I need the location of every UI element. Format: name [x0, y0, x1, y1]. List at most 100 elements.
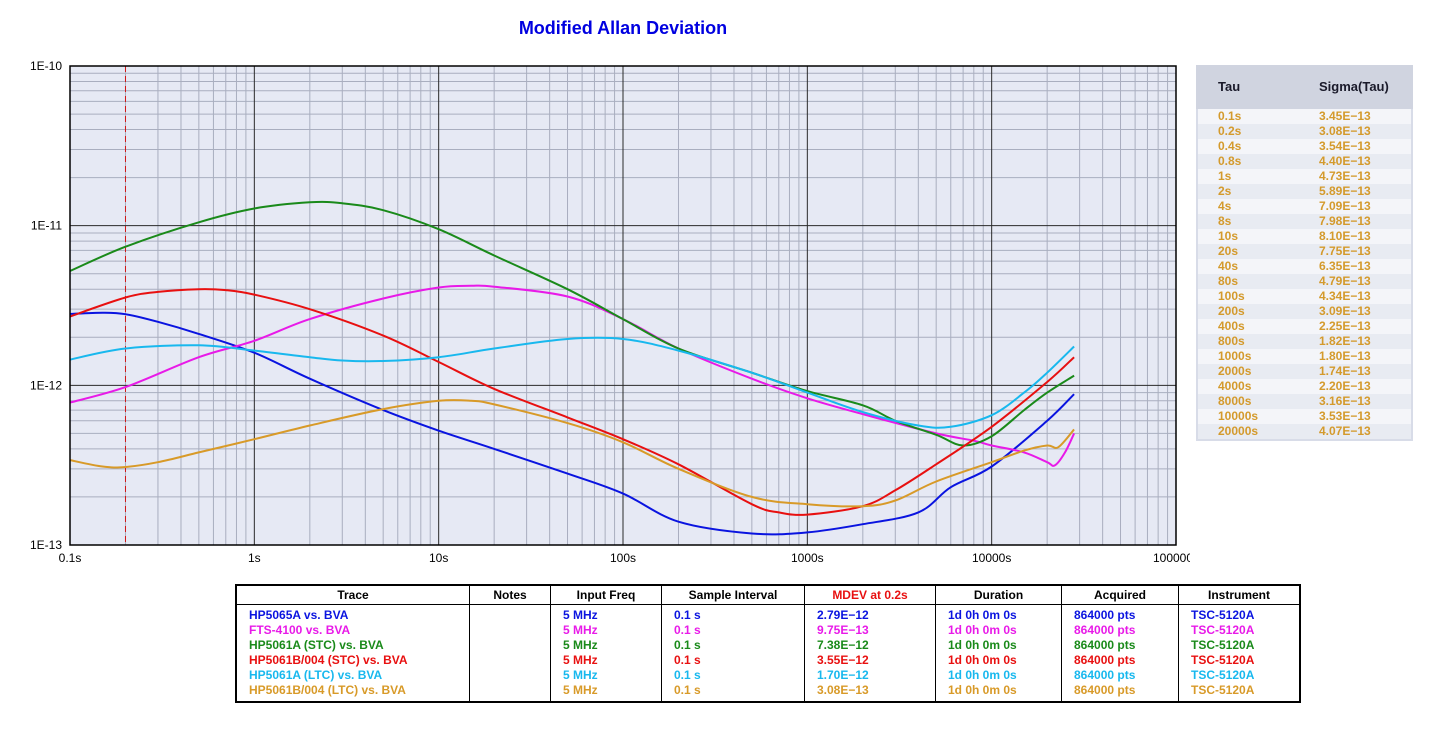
tau-row: 100s 4.34E−13	[1198, 289, 1411, 304]
chart-title: Modified Allan Deviation	[518, 18, 728, 38]
legend-row: HP5061B/004 (STC) vs. BVA 5 MHz 0.1 s 3.55E…	[235, 653, 1301, 668]
legend-cell	[469, 623, 551, 638]
sigma-value: 6.35E−13	[1319, 259, 1371, 273]
tau-row: 0.2s 3.08E−13	[1198, 124, 1411, 139]
tau-value: 0.2s	[1218, 124, 1242, 138]
tau-value: 800s	[1218, 334, 1245, 348]
sigma-value: 1.74E−13	[1319, 364, 1371, 378]
tau-value: 0.8s	[1218, 154, 1242, 168]
legend-cell: 0.1 s	[661, 638, 805, 653]
tau-value: 40s	[1218, 259, 1239, 273]
tau-column-header: Tau	[1218, 79, 1241, 94]
tau-value: 80s	[1218, 274, 1239, 288]
sigma-value: 7.75E−13	[1319, 244, 1371, 258]
tau-value: 1000s	[1218, 349, 1252, 363]
sigma-column-header: Sigma(Tau)	[1319, 79, 1389, 94]
legend-row: HP5061B/004 (LTC) vs. BVA 5 MHz 0.1 s 3.08E…	[235, 683, 1301, 702]
sigma-value: 8.10E−13	[1319, 229, 1371, 243]
sigma-value: 1.80E−13	[1319, 349, 1371, 363]
series-line	[69, 336, 1075, 429]
sigma-value: 3.08E−13	[1319, 124, 1371, 138]
tau-value: 20s	[1218, 244, 1239, 258]
legend-cell	[469, 653, 551, 668]
x-tick-label: 10s	[429, 551, 448, 565]
legend-cell: 864000 pts	[1061, 653, 1179, 668]
legend-cell: 5 MHz	[550, 638, 662, 653]
tau-row: 0.1s 3.45E−13	[1198, 109, 1411, 124]
sigma-value: 7.09E−13	[1319, 199, 1371, 213]
sigma-value: 4.40E−13	[1319, 154, 1371, 168]
tau-row: 0.8s 4.40E−13	[1198, 154, 1411, 169]
tau-value: 4s	[1218, 199, 1232, 213]
tau-row: 8000s 3.16E−13	[1198, 394, 1411, 409]
legend-cell: 1d 0h 0m 0s	[935, 623, 1062, 638]
sigma-value: 4.34E−13	[1319, 289, 1371, 303]
legend-column-header: Acquired	[1061, 584, 1179, 605]
tau-row: 4s 7.09E−13	[1198, 199, 1411, 214]
legend-cell: 5 MHz	[550, 653, 662, 668]
legend-cell: HP5061A (LTC) vs. BVA	[235, 668, 470, 683]
legend-cell: TSC-5120A	[1178, 623, 1301, 638]
tau-value: 200s	[1218, 304, 1245, 318]
tau-value: 8s	[1218, 214, 1232, 228]
tau-value: 100s	[1218, 289, 1245, 303]
tau-row: 200s 3.09E−13	[1198, 304, 1411, 319]
sigma-value: 1.82E−13	[1319, 334, 1371, 348]
tau-row: 20000s 4.07E−13	[1198, 424, 1411, 439]
tau-row: 10s 8.10E−13	[1198, 229, 1411, 244]
legend-cell: 864000 pts	[1061, 623, 1179, 638]
legend-row: HP5061A (STC) vs. BVA 5 MHz 0.1 s 7.38E−12 1…	[235, 638, 1301, 653]
sigma-value: 3.54E−13	[1319, 139, 1371, 153]
tau-value: 2s	[1218, 184, 1232, 198]
sigma-value: 2.20E−13	[1319, 379, 1371, 393]
legend-cell: 5 MHz	[550, 604, 662, 623]
tau-sigma-table: Tau Sigma(Tau) 0.1s 3.45E−13 0.2s 3.08E−13 0…	[1196, 65, 1413, 441]
sigma-value: 4.07E−13	[1319, 424, 1371, 438]
tau-table-header: Tau Sigma(Tau)	[1196, 65, 1413, 109]
sigma-value: 3.09E−13	[1319, 304, 1371, 318]
sigma-value: 2.25E−13	[1319, 319, 1371, 333]
plot-frame	[69, 65, 1177, 546]
y-tick-label: 1E-12	[30, 378, 62, 392]
legend-cell: 5 MHz	[550, 683, 662, 702]
legend-cell: 1d 0h 0m 0s	[935, 683, 1062, 702]
legend-cell: 0.1 s	[661, 668, 805, 683]
legend-cell: 0.1 s	[661, 623, 805, 638]
tau-row: 800s 1.82E−13	[1198, 334, 1411, 349]
legend-row: HP5065A vs. BVA 5 MHz 0.1 s 2.79E−12 1d 0h 0…	[235, 604, 1301, 623]
legend-cell: 1d 0h 0m 0s	[935, 653, 1062, 668]
legend-cell: 864000 pts	[1061, 668, 1179, 683]
legend-cell: TSC-5120A	[1178, 653, 1301, 668]
tau-row: 40s 6.35E−13	[1198, 259, 1411, 274]
x-tick-label: 1s	[248, 551, 261, 565]
y-tick-label: 1E-13	[30, 538, 62, 552]
sigma-value: 3.16E−13	[1319, 394, 1371, 408]
series-line	[69, 200, 1075, 447]
legend-column-header: Input Freq	[550, 584, 662, 605]
tau-row: 8s 7.98E−13	[1198, 214, 1411, 229]
legend-cell: HP5061A (STC) vs. BVA	[235, 638, 470, 653]
tau-row: 10000s 3.53E−13	[1198, 409, 1411, 424]
tau-value: 1s	[1218, 169, 1232, 183]
legend-cell: 5 MHz	[550, 668, 662, 683]
tau-value: 4000s	[1218, 379, 1252, 393]
x-tick-label: 0.1s	[59, 551, 82, 565]
y-tick-label: 1E-11	[31, 219, 62, 233]
legend-row: HP5061A (LTC) vs. BVA 5 MHz 0.1 s 1.70E−12 1…	[235, 668, 1301, 683]
legend-column-header: Notes	[469, 584, 551, 605]
tau-value: 400s	[1218, 319, 1245, 333]
legend-cell: 1.70E−12	[804, 668, 936, 683]
series-line	[69, 311, 1075, 536]
tau-value: 0.1s	[1218, 109, 1242, 123]
x-tick-label: 100000s	[1153, 551, 1190, 565]
legend-cell: 1d 0h 0m 0s	[935, 668, 1062, 683]
legend-row: FTS-4100 vs. BVA 5 MHz 0.1 s 9.75E−13 1d 0h …	[235, 623, 1301, 638]
legend-cell: 0.1 s	[661, 604, 805, 623]
series-line	[69, 288, 1075, 516]
legend-cell: HP5065A vs. BVA	[235, 604, 470, 623]
tau-row: 80s 4.79E−13	[1198, 274, 1411, 289]
series-line	[69, 399, 1075, 508]
x-tick-label: 1000s	[791, 551, 824, 565]
tau-row: 20s 7.75E−13	[1198, 244, 1411, 259]
legend-cell: TSC-5120A	[1178, 668, 1301, 683]
